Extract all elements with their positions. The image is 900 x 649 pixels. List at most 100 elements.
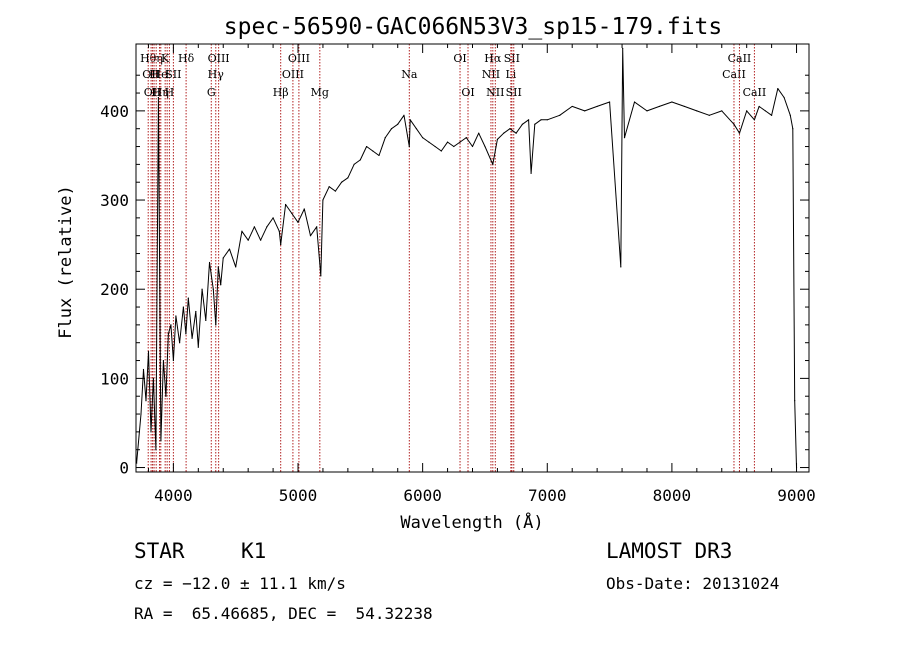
marker-label: Hγ <box>208 68 225 81</box>
spectrum-point <box>696 110 698 112</box>
spectrum-point <box>217 266 219 268</box>
y-axis-label: Flux (relative) <box>56 185 76 339</box>
spectrum-point <box>147 351 150 353</box>
x-tick-label: 8000 <box>653 486 692 505</box>
spectrum-point <box>215 324 217 326</box>
spectrum-point <box>446 141 449 143</box>
spectrum-point <box>623 137 626 139</box>
spectrum-point <box>608 101 611 103</box>
spectrum-point <box>182 306 184 308</box>
object-class: STAR <box>134 539 185 563</box>
spectrum-point <box>789 114 791 116</box>
spectrum-point <box>353 163 355 165</box>
x-axis: 4000 5000 6000 7000 8000 9000 <box>147 44 816 505</box>
spectrum-point <box>222 257 224 259</box>
observation-date: Obs-Date: 20131024 <box>606 574 780 593</box>
spectrum-point <box>191 337 193 339</box>
coordinates-readout: RA = 65.46685, DEC = 54.32238 <box>134 604 433 623</box>
marker-label: Hθ <box>140 52 157 65</box>
spectrum-point <box>771 114 773 116</box>
spectrum-point <box>453 145 455 148</box>
marker-label: H <box>165 86 175 99</box>
spectrum-point <box>620 266 622 268</box>
spectrum-point <box>165 395 167 397</box>
spectrum-point <box>540 119 542 121</box>
spectrum-point <box>220 284 222 286</box>
spectrum-point <box>571 105 573 108</box>
marker-label: Hδ <box>178 52 195 65</box>
spectrum-point <box>212 288 214 290</box>
marker-label: SII <box>504 52 520 65</box>
y-tick-label: 300 <box>100 191 129 210</box>
marker-label: Hβ <box>273 86 289 99</box>
spectrum-point <box>503 132 505 134</box>
spectrum-point <box>783 96 785 99</box>
spectrum-point <box>145 400 147 402</box>
marker-label: I <box>165 68 169 81</box>
y-tick-label: 400 <box>100 102 129 121</box>
marker-label: Hα <box>484 52 502 65</box>
spectrum-point <box>596 105 598 108</box>
spectrum-point <box>584 110 586 112</box>
spectrum-point <box>658 105 661 108</box>
marker-label: CaII <box>728 52 752 65</box>
spectrum-point <box>465 137 467 139</box>
y-tick-label: 200 <box>100 280 129 299</box>
spectrum-point <box>170 324 172 326</box>
marker-label: OIII <box>288 52 310 65</box>
chart-title: spec-56590-GAC066N53V3_sp15-179.fits <box>224 14 723 40</box>
spectrum-point <box>534 123 536 125</box>
line-markers: HθOIIOIIHHηHeHηKIHSIIHδGHγOIIIHβOIIIOIII… <box>140 44 766 472</box>
spectrum-point <box>140 413 142 415</box>
y-tick-label: 100 <box>100 369 129 388</box>
spectrum-point <box>633 101 636 103</box>
spectrum-point <box>187 297 189 299</box>
spectrum-point <box>403 114 405 116</box>
marker-label: Li <box>505 68 516 81</box>
marker-label: He <box>152 68 168 81</box>
spectrum-point <box>546 119 548 121</box>
spectrum-point <box>253 226 255 228</box>
spectrum-point <box>708 114 710 116</box>
spectrum-point <box>208 261 211 264</box>
marker-label: K <box>161 52 170 65</box>
spectrum-point <box>408 145 410 148</box>
spectrum-point <box>764 110 766 112</box>
marker-label: OII <box>144 86 162 99</box>
spectrum-point <box>272 217 274 219</box>
spectrum-point <box>359 159 361 161</box>
spectrum-point <box>496 138 499 141</box>
marker-label: OIII <box>282 68 304 81</box>
marker-label: SII <box>165 68 181 81</box>
spectrum-point <box>152 377 155 379</box>
spectrum-point <box>280 244 282 246</box>
spectrum-point <box>434 145 436 148</box>
spectrum-point <box>278 230 280 232</box>
marker-label: CaII <box>722 68 746 81</box>
spectrum-point <box>378 154 380 157</box>
marker-label: NII <box>486 86 504 99</box>
marker-label: SII <box>506 86 522 99</box>
spectrum-point <box>201 288 203 290</box>
spectrum-point <box>478 132 480 134</box>
marker-label: η <box>156 52 163 65</box>
spectrum-series <box>136 47 798 469</box>
object-subclass: K1 <box>241 539 267 563</box>
spectrum-point <box>390 128 393 130</box>
redshift-readout: cz = −12.0 ± 11.1 km/s <box>134 574 346 593</box>
marker-label: OII <box>142 68 160 81</box>
marker-label: NII <box>482 68 500 81</box>
marker-label: OI <box>453 52 466 65</box>
spectrum-point <box>738 132 741 134</box>
y-tick-label: 0 <box>119 459 129 478</box>
spectrum-point <box>266 226 268 228</box>
spectrum-point <box>721 110 723 112</box>
spectrum-point <box>316 226 318 228</box>
spectrum-point <box>746 110 748 112</box>
y-axis: 0 100 200 300 400 <box>100 74 809 478</box>
marker-label: Na <box>401 68 418 81</box>
spectrum-point <box>309 235 312 237</box>
spectrum-point <box>341 181 343 183</box>
spectrum-line <box>136 48 797 468</box>
marker-label: H <box>151 86 161 99</box>
